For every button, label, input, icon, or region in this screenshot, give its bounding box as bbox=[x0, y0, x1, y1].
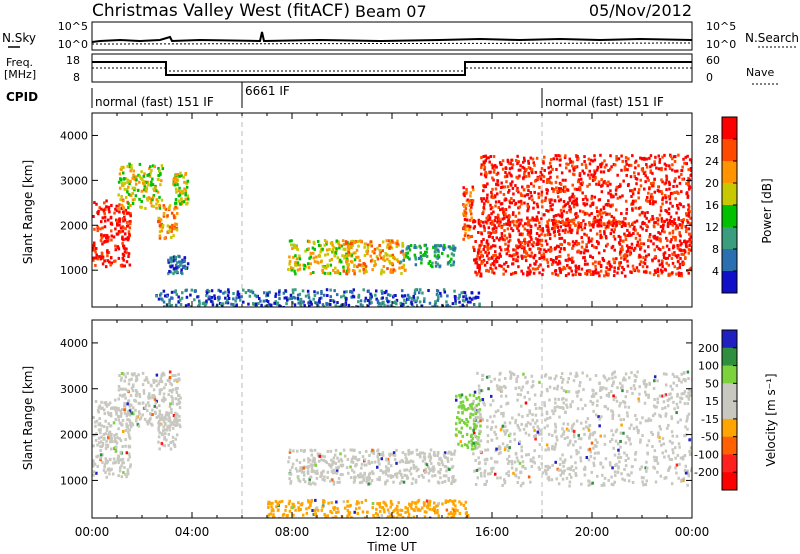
velocity-data-layer bbox=[92, 320, 692, 518]
colorbar-segment bbox=[722, 161, 737, 184]
colorbar-segment bbox=[722, 472, 737, 491]
colorbar-tick-label: -15 bbox=[701, 413, 719, 426]
colorbar-tick-label: -100 bbox=[694, 448, 719, 461]
power-panel: 1000 2000 3000 4000 Slant Range [km] 28 24 20… bbox=[21, 112, 774, 308]
cpid-segment-3: normal (fast) 151 IF bbox=[545, 95, 664, 109]
colorbar-segment bbox=[722, 418, 737, 438]
y-tick-label: 3000 bbox=[60, 383, 88, 396]
x-tick-label: 00:00 bbox=[675, 525, 710, 539]
cpid-segment-1: normal (fast) 151 IF bbox=[95, 95, 214, 109]
freq-tick-top: 18 bbox=[66, 54, 80, 67]
nsky-label: N.Sky bbox=[2, 31, 36, 45]
colorbar-segment bbox=[722, 249, 737, 272]
colorbar-tick-label: 20 bbox=[705, 177, 719, 190]
colorbar-tick-label: 200 bbox=[698, 342, 719, 355]
colorbar-segment bbox=[722, 117, 737, 140]
colorbar-tick-label: -50 bbox=[701, 431, 719, 444]
colorbar-tick-label: 28 bbox=[705, 133, 719, 146]
y-tick-label: 3000 bbox=[60, 174, 88, 187]
velocity-colorbar-label: Velocity [m s⁻¹] bbox=[764, 373, 778, 466]
colorbar-segment bbox=[722, 383, 737, 402]
power-colorbar: 28 24 20 16 12 8 4 bbox=[705, 116, 738, 294]
colorbar-segment bbox=[722, 436, 737, 455]
velocity-axis-ticks: 1000 2000 3000 4000 bbox=[60, 320, 693, 518]
x-tick-label: 12:00 bbox=[375, 525, 410, 539]
noise-strip: N.Sky N.Search 10^5 10^0 10^5 10^0 bbox=[2, 20, 799, 51]
velocity-ylabel: Slant Range [km] bbox=[21, 366, 35, 470]
nsearch-label: N.Search bbox=[745, 31, 799, 45]
power-axis-ticks: 1000 2000 3000 4000 bbox=[60, 113, 693, 307]
noise-tick-left-top: 10^5 bbox=[58, 20, 88, 33]
beam-label: Beam 07 bbox=[355, 2, 427, 21]
power-colorbar-label: Power [dB] bbox=[760, 178, 774, 243]
colorbar-tick-label: 15 bbox=[705, 395, 719, 408]
freq-unit-label: [MHz] bbox=[4, 68, 36, 81]
noise-tick-right-top: 10^5 bbox=[706, 20, 736, 33]
y-tick-label: 2000 bbox=[60, 219, 88, 232]
x-tick-label: 04:00 bbox=[175, 525, 210, 539]
colorbar-tick-label: 4 bbox=[712, 265, 719, 278]
velocity-colorbar: 200 100 50 15 -15 -50 -100 -200 bbox=[694, 329, 738, 491]
nave-tick-bottom: 0 bbox=[706, 71, 713, 84]
date-label: 05/Nov/2012 bbox=[589, 1, 692, 20]
y-tick-label: 1000 bbox=[60, 264, 88, 277]
power-data-layer bbox=[92, 113, 692, 307]
cpid-label: CPID bbox=[6, 90, 38, 104]
colorbar-segment bbox=[722, 205, 737, 228]
colorbar-segment bbox=[722, 365, 737, 384]
colorbar-tick-label: 100 bbox=[698, 360, 719, 373]
site-title: Christmas Valley West (fitACF) bbox=[92, 1, 350, 21]
colorbar-segment bbox=[722, 330, 737, 349]
velocity-panel: 1000 2000 3000 4000 Slant Range [km] 200 100… bbox=[21, 319, 778, 554]
colorbar-tick-label: 12 bbox=[705, 221, 719, 234]
y-tick-label: 4000 bbox=[60, 129, 88, 142]
freq-tick-bottom: 8 bbox=[73, 71, 80, 84]
x-tick-label: 08:00 bbox=[275, 525, 310, 539]
colorbar-segment bbox=[722, 271, 737, 294]
power-ylabel: Slant Range [km] bbox=[21, 160, 35, 264]
y-tick-label: 4000 bbox=[60, 337, 88, 350]
colorbar-segment bbox=[722, 183, 737, 206]
freq-label: Freq. bbox=[6, 56, 33, 69]
colorbar-tick-label: 16 bbox=[705, 199, 719, 212]
colorbar-segment bbox=[722, 454, 737, 473]
x-tick-label: 20:00 bbox=[575, 525, 610, 539]
colorbar-segment bbox=[722, 401, 737, 420]
colorbar-tick-label: 50 bbox=[705, 377, 719, 390]
colorbar-segment bbox=[722, 347, 737, 367]
nave-tick-top: 60 bbox=[706, 54, 720, 67]
noise-tick-right-bottom: 10^0 bbox=[706, 38, 736, 51]
y-tick-label: 2000 bbox=[60, 429, 88, 442]
x-tick-label: 16:00 bbox=[475, 525, 510, 539]
colorbar-tick-label: 8 bbox=[712, 243, 719, 256]
cpid-strip: CPID normal (fast) 151 IF 6661 IF normal… bbox=[6, 82, 664, 109]
time-xlabel: Time UT bbox=[366, 540, 417, 554]
noise-tick-left-bottom: 10^0 bbox=[58, 38, 88, 51]
y-tick-label: 1000 bbox=[60, 474, 88, 487]
nave-label: Nave bbox=[746, 66, 774, 79]
time-axis-ticks: 00:00 04:00 08:00 12:00 16:00 20:00 00:00 bbox=[75, 525, 710, 539]
colorbar-tick-label: 24 bbox=[705, 155, 719, 168]
colorbar-segment bbox=[722, 227, 737, 250]
colorbar-tick-label: -200 bbox=[694, 466, 719, 479]
colorbar-segment bbox=[722, 139, 737, 162]
x-tick-label: 00:00 bbox=[75, 525, 110, 539]
colorbar-frame bbox=[721, 329, 738, 491]
freq-strip: Freq. [MHz] 18 8 60 0 Nave bbox=[4, 53, 778, 85]
cpid-segment-2: 6661 IF bbox=[245, 84, 290, 98]
